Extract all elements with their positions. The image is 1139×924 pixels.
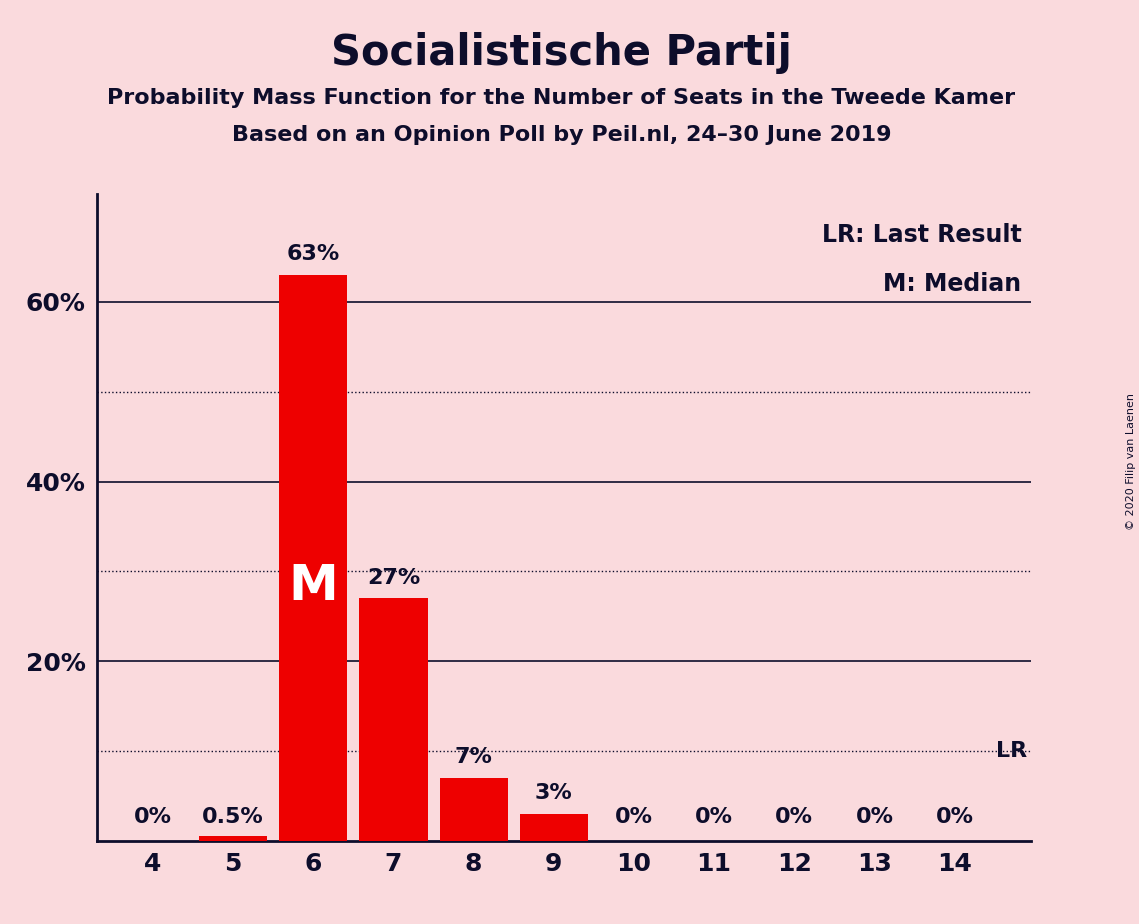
Text: 27%: 27% [367, 567, 420, 588]
Text: M: Median: M: Median [884, 272, 1022, 296]
Text: LR: Last Result: LR: Last Result [821, 223, 1022, 247]
Text: M: M [288, 562, 338, 610]
Text: Based on an Opinion Poll by Peil.nl, 24–30 June 2019: Based on an Opinion Poll by Peil.nl, 24–… [231, 125, 892, 145]
Text: 7%: 7% [454, 748, 492, 767]
Text: 0%: 0% [134, 808, 172, 827]
Text: © 2020 Filip van Laenen: © 2020 Filip van Laenen [1126, 394, 1136, 530]
Text: 0%: 0% [776, 808, 813, 827]
Bar [519, 814, 588, 841]
Text: 0%: 0% [855, 808, 893, 827]
Text: 0%: 0% [615, 808, 653, 827]
Text: Socialistische Partij: Socialistische Partij [331, 32, 792, 74]
Text: 0.5%: 0.5% [203, 808, 264, 827]
Text: Probability Mass Function for the Number of Seats in the Tweede Kamer: Probability Mass Function for the Number… [107, 88, 1016, 108]
Bar [199, 836, 268, 841]
Text: 0%: 0% [935, 808, 974, 827]
Text: 63%: 63% [287, 244, 339, 264]
Text: LR: LR [995, 741, 1026, 761]
Bar [440, 778, 508, 841]
Bar [279, 275, 347, 841]
Bar [360, 599, 427, 841]
Text: 0%: 0% [695, 808, 734, 827]
Text: 3%: 3% [535, 784, 573, 803]
